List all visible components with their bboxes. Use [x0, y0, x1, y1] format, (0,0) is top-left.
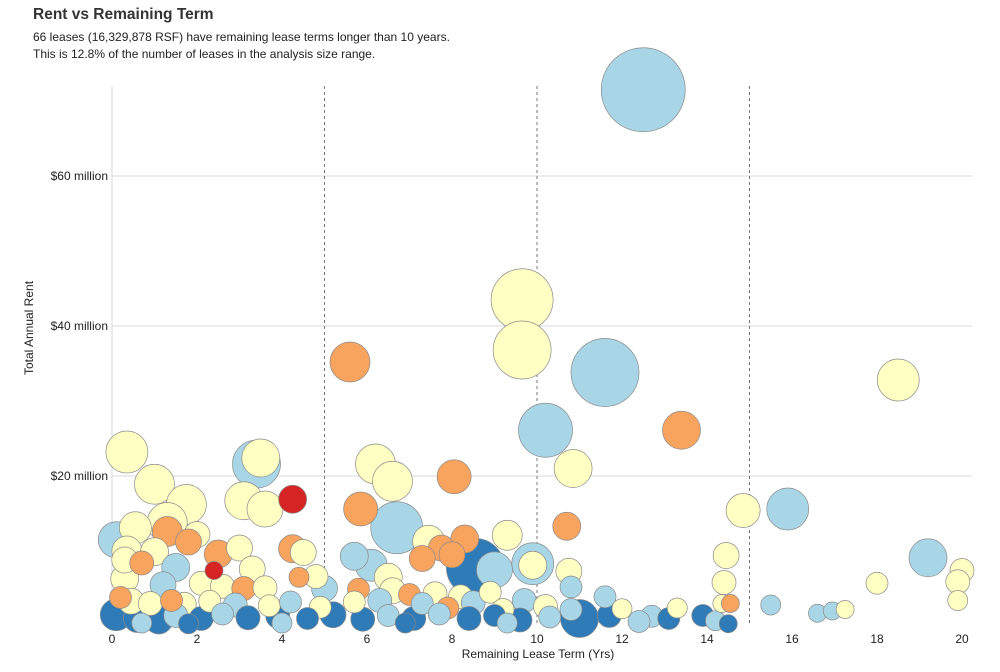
bubble-point	[865, 571, 889, 595]
bubble-point	[611, 598, 633, 620]
bubble-point	[343, 491, 378, 527]
bubble-point	[296, 607, 319, 630]
bubble-point	[718, 614, 738, 634]
bubble-point	[178, 613, 199, 635]
bubble-point	[666, 597, 688, 619]
x-tick-label-7: 14	[700, 632, 714, 646]
bubble-point	[278, 484, 307, 514]
bubble-point	[427, 602, 451, 626]
x-tick-label-2: 4	[279, 632, 286, 646]
bubble-point	[105, 430, 149, 474]
chart-subtitle-line-2: This is 12.8% of the number of leases in…	[33, 47, 376, 61]
bubble-point	[712, 542, 740, 569]
bubble-point	[204, 561, 224, 580]
bubble-point	[271, 612, 293, 634]
bubble-point	[721, 594, 740, 613]
bubble-point	[491, 519, 523, 551]
x-tick-label-6: 12	[615, 632, 629, 646]
chart-title: Rent vs Remaining Term	[33, 6, 214, 23]
bubble-point	[662, 410, 701, 450]
bubble-point	[408, 545, 436, 572]
bubble-point	[593, 585, 617, 609]
bubble-point	[725, 493, 761, 528]
bubble-point	[134, 463, 175, 505]
bubble-point	[129, 550, 155, 576]
bubble-point	[627, 610, 651, 633]
chart-subtitle-line-1: 66 leases (16,329,878 RSF) have remainin…	[33, 30, 450, 44]
bubble-point	[711, 570, 737, 595]
bubble-point	[241, 438, 281, 478]
bubble-point	[410, 592, 434, 615]
bubble-point	[559, 598, 583, 621]
bubble-point	[160, 589, 183, 612]
x-tick-label-9: 18	[870, 632, 884, 646]
bubble-point	[947, 590, 969, 611]
bubble-point	[436, 459, 472, 495]
bubble-point	[518, 402, 573, 458]
bubble-point	[329, 341, 371, 383]
y-tick-label-1: $40 million	[51, 319, 108, 333]
x-tick-label-4: 8	[449, 632, 456, 646]
x-tick-label-0: 0	[109, 632, 116, 646]
bubble-point	[211, 602, 234, 626]
x-tick-label-8: 16	[785, 632, 799, 646]
x-tick-label-5: 10	[530, 632, 544, 646]
bubble-point	[289, 539, 317, 566]
bubble-point	[235, 605, 261, 631]
bubble-point	[552, 511, 582, 541]
bubble-point	[131, 612, 153, 634]
bubble-point	[342, 590, 366, 614]
bubble-point	[438, 541, 466, 569]
x-tick-label-3: 6	[364, 632, 371, 646]
bubble-point	[492, 320, 552, 380]
y-axis-label: Total Annual Rent	[22, 280, 36, 375]
x-tick-label-10: 20	[955, 632, 969, 646]
bubble-point	[109, 586, 132, 609]
bubble-point	[394, 612, 416, 634]
x-tick-label-1: 2	[194, 632, 201, 646]
x-axis-label: Remaining Lease Term (Yrs)	[462, 647, 615, 661]
bubble-point	[246, 490, 284, 528]
bubble-point	[559, 575, 583, 599]
bubble-point	[570, 338, 640, 407]
bubble-point	[766, 487, 810, 531]
bubble-point	[478, 580, 502, 604]
bubble-point	[456, 606, 482, 631]
bubble-point	[760, 594, 782, 616]
bubble-point	[496, 612, 518, 634]
bubble-point	[288, 566, 310, 588]
bubble-point	[835, 600, 855, 619]
y-tick-label-0: $20 million	[51, 469, 108, 483]
bubble-point	[908, 538, 948, 578]
bubble-point	[518, 550, 548, 580]
axes: $20 million $40 million $60 million 0 2 4 6 8 10…	[51, 169, 969, 646]
bubble-point	[175, 528, 202, 556]
bubble-point	[339, 541, 369, 571]
bubble-point	[137, 591, 163, 616]
bubble-point	[279, 590, 302, 614]
bubble-point	[257, 594, 281, 618]
bubble-point	[538, 605, 562, 629]
y-tick-label-2: $60 million	[51, 169, 108, 183]
bubble-point	[553, 449, 593, 488]
bubble-point	[876, 358, 920, 402]
bubble-point	[372, 460, 413, 502]
bubble-point	[226, 534, 253, 562]
bubbles	[97, 47, 975, 638]
bubble-point	[600, 47, 686, 133]
